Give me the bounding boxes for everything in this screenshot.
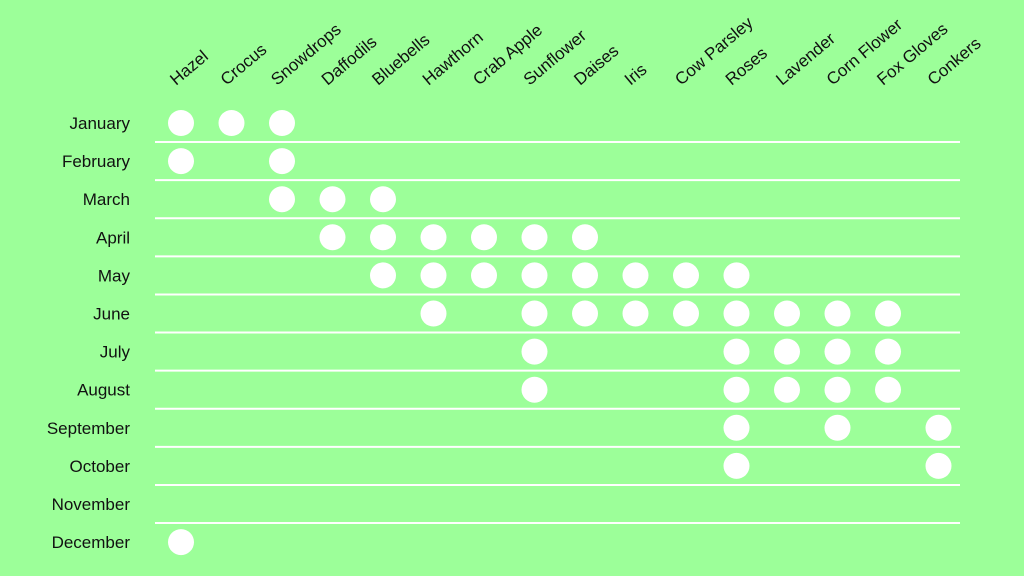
dot-september-corn-flower (824, 414, 851, 441)
dot-june-daises (572, 300, 598, 327)
dot-june-corn-flower (824, 300, 851, 327)
row-label-december: December (52, 533, 131, 552)
row-label-november: November (52, 495, 131, 514)
row-label-june: June (93, 305, 130, 324)
dot-january-snowdrops (269, 110, 295, 136)
dot-may-sunflower (521, 262, 548, 289)
dot-june-cow-parsley (673, 300, 699, 327)
dot-june-fox-gloves (875, 300, 901, 327)
row-label-september: September (47, 419, 130, 438)
dot-august-sunflower (521, 376, 548, 403)
dot-june-lavender (774, 300, 800, 327)
row-label-february: February (62, 152, 131, 171)
dot-may-crab-apple (471, 262, 497, 289)
dot-september-roses (723, 414, 750, 441)
dot-february-snowdrops (269, 148, 295, 175)
dot-marks (168, 110, 952, 556)
dot-july-lavender (774, 338, 800, 365)
column-labels: Hazel CrocusSnowdropsDaffodilsBluebellsHa… (166, 13, 984, 89)
row-label-april: April (96, 228, 130, 247)
dot-june-roses (723, 300, 750, 327)
dot-february-hazel (168, 148, 194, 175)
dot-august-corn-flower (824, 376, 851, 403)
row-labels: January February March April May June July Augu… (47, 114, 131, 552)
dot-june-hawthorn (420, 300, 447, 327)
dot-may-bluebells (370, 262, 396, 289)
row-label-march: March (83, 190, 130, 209)
dot-july-fox-gloves (875, 338, 901, 365)
row-gridlines (155, 141, 960, 525)
dot-march-daffodils (319, 186, 346, 213)
dot-july-roses (723, 338, 750, 365)
dot-april-sunflower (521, 224, 548, 251)
dot-march-snowdrops (269, 186, 295, 213)
dot-december-hazel (168, 529, 194, 556)
dot-august-roses (723, 376, 750, 403)
dot-april-crab-apple (471, 224, 497, 251)
row-label-january: January (70, 114, 131, 133)
dot-august-lavender (774, 376, 800, 403)
dot-july-corn-flower (824, 338, 851, 365)
dot-may-iris (622, 262, 649, 289)
column-label-crocus: Crocus (217, 40, 270, 89)
dot-may-cow-parsley (673, 262, 699, 289)
column-label-hazel: Hazel (166, 47, 212, 89)
column-label-iris: Iris (621, 60, 651, 89)
dot-september-conkers (925, 414, 952, 441)
dot-may-hawthorn (420, 262, 447, 289)
row-label-october: October (70, 457, 131, 476)
row-label-august: August (77, 381, 130, 400)
dot-january-crocus (218, 110, 245, 136)
dot-june-sunflower (521, 300, 548, 327)
dot-april-hawthorn (420, 224, 447, 251)
dot-april-daffodils (319, 224, 346, 251)
dot-may-daises (572, 262, 598, 289)
dot-july-sunflower (521, 338, 548, 365)
dot-august-fox-gloves (875, 376, 901, 403)
dot-october-roses (723, 452, 750, 479)
row-label-may: May (98, 266, 131, 285)
dot-may-roses (723, 262, 750, 289)
dot-october-conkers (925, 452, 952, 479)
dot-april-bluebells (370, 224, 396, 251)
dot-june-iris (622, 300, 649, 327)
dot-march-bluebells (370, 186, 396, 213)
dot-april-daises (572, 224, 598, 251)
row-label-july: July (100, 343, 131, 362)
dot-january-hazel (168, 110, 194, 136)
